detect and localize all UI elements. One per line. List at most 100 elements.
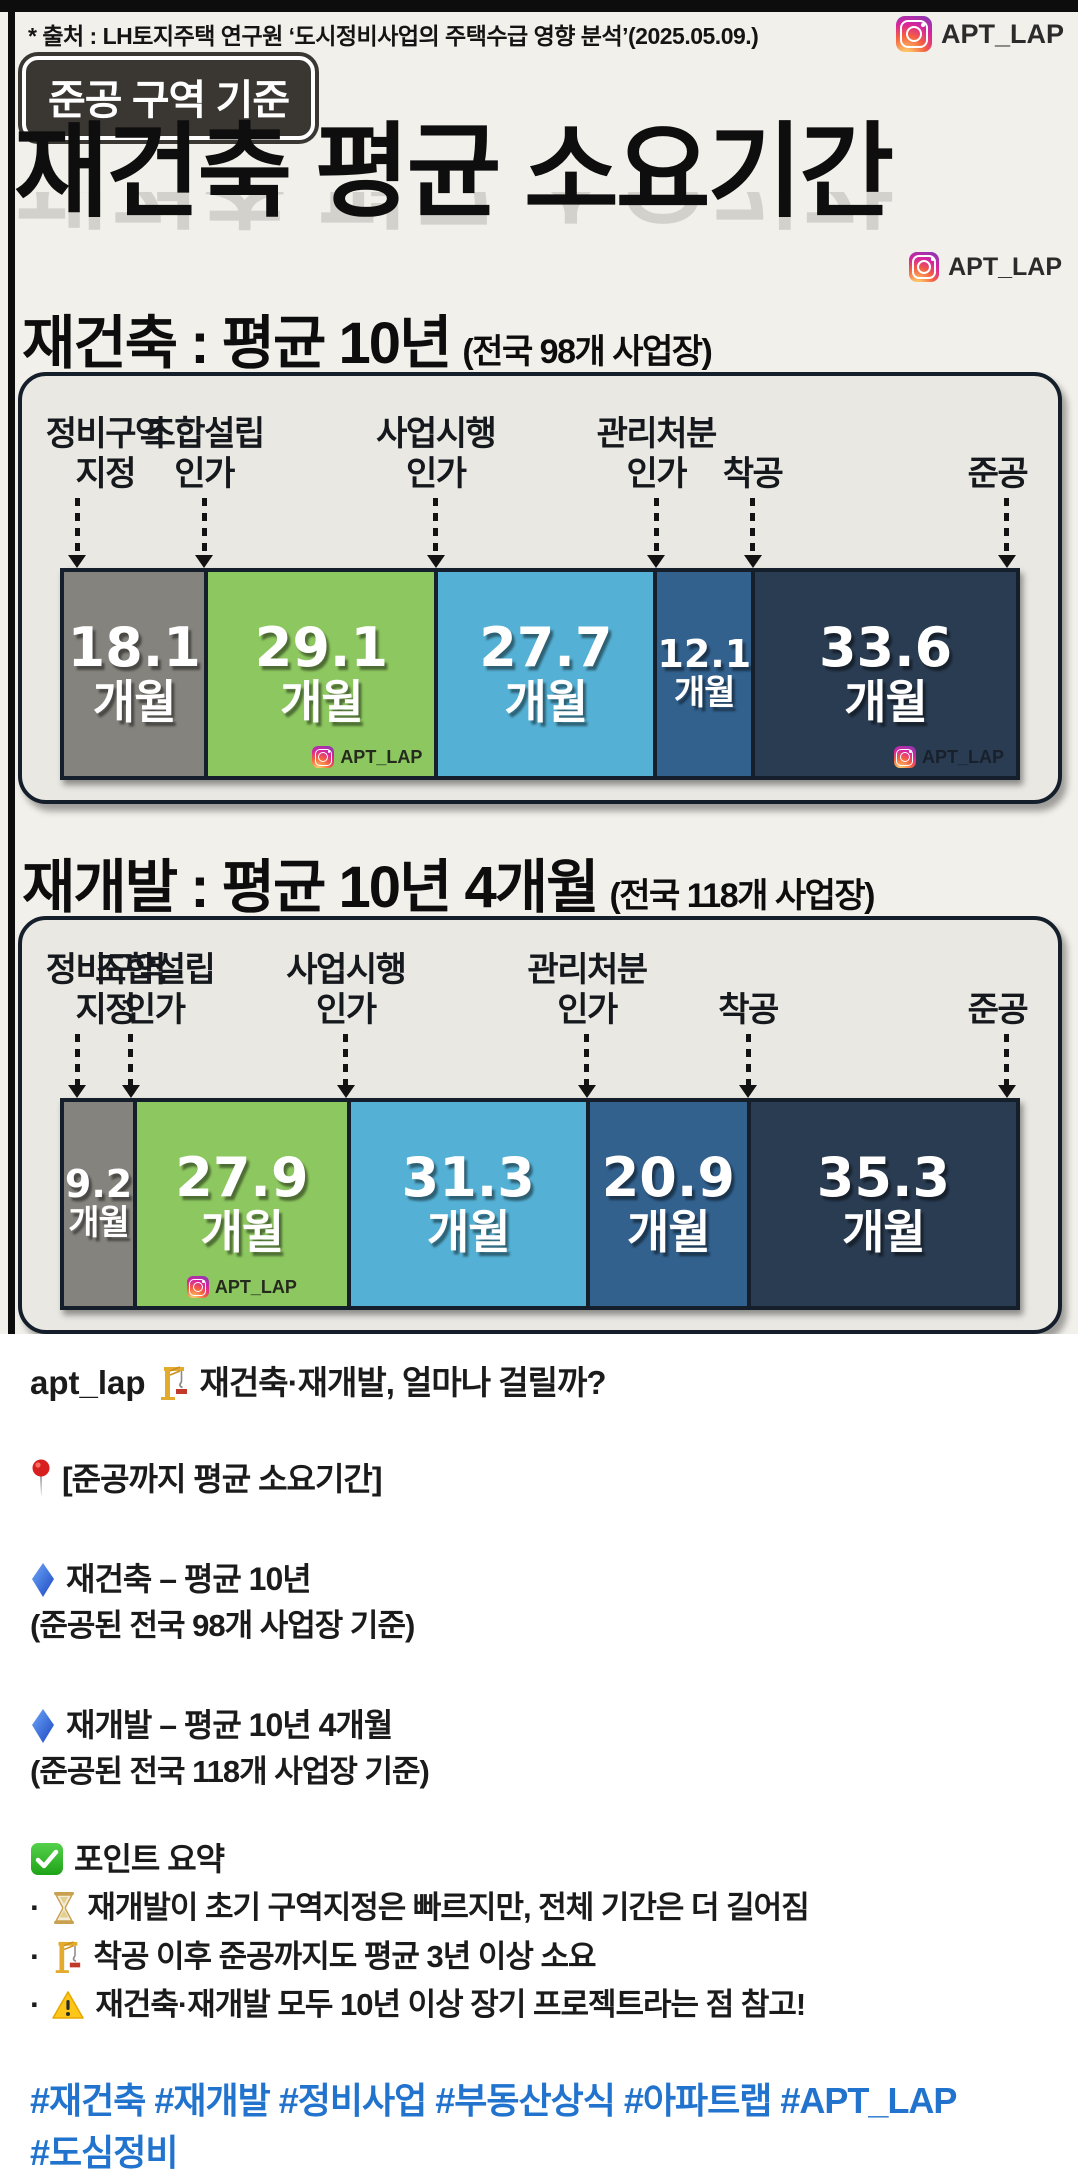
pushpin-icon [32, 1459, 50, 1497]
segment-value: 18.1 [67, 615, 201, 679]
milestone-arrow [426, 498, 445, 568]
milestone-arrow [647, 498, 666, 568]
criteria-badge: 준공 구역 기준 [22, 56, 316, 140]
caption-intro-text: 재건축·재개발, 얼마나 걸릴까? [199, 1364, 607, 1401]
milestone-arrow [997, 498, 1016, 568]
chart2-heading: 재개발 : 평균 10년 4개월 (전국 118개 사업장) [22, 840, 876, 924]
chart1-subtitle: (전국 98개 사업장) [462, 333, 713, 371]
watermark: APT_LAP [312, 746, 422, 768]
chart1-stacked-bar: 18.1 개월 29.1 개월 APT_LAP 27.7 개월 12.1 개월 33.6 개월 APT… [60, 568, 1020, 780]
milestone-arrow [743, 498, 762, 568]
chart2-panel: 정비구역 지정 조합설립 인가 사업시행 인가 관리처분 인가 착공 준공 9.2 개월 27.9 개월… [18, 916, 1062, 1334]
caption-summary-title: 포인트 요약 [30, 1839, 1050, 1881]
bar-segment: 12.1 개월 [653, 572, 752, 776]
milestone-label: 착공 [718, 990, 779, 1029]
segment-unit: 개월 [68, 1204, 130, 1243]
segment-unit: 개월 [627, 1205, 711, 1258]
criteria-badge-label: 준공 구역 기준 [48, 77, 290, 123]
milestone-label: 관리처분 인가 [596, 414, 718, 493]
bullet-dot: · [30, 1986, 40, 2022]
caption-item2-text: 재개발 – 평균 10년 4개월 [66, 1706, 393, 1743]
segment-unit: 개월 [844, 675, 928, 728]
segment-unit: 개월 [426, 1205, 511, 1258]
top-border-line [0, 0, 1078, 12]
instagram-icon [895, 16, 932, 52]
milestone-arrow [336, 1034, 355, 1098]
chart1-title: 재건축 : 평균 10년 [22, 311, 452, 376]
segment-unit: 개월 [92, 675, 177, 728]
bar-segment: 9.2 개월 [64, 1102, 134, 1306]
segment-value: 27.7 [479, 615, 613, 679]
chart2-stacked-bar: 9.2 개월 27.9 개월 APT_LAP 31.3 개월 20.9 개월 35.3 개월 [60, 1098, 1020, 1310]
instagram-icon [312, 746, 335, 768]
segment-value: 33.6 [818, 615, 953, 679]
caption-bullet2-text: 착공 이후 준공까지도 평균 3년 이상 소요 [93, 1938, 596, 1974]
caption-item2-title: 재개발 – 평균 10년 4개월 [30, 1705, 1050, 1747]
bar-segment: 27.7 개월 [434, 572, 654, 776]
segment-unit: 개월 [200, 1205, 285, 1258]
chart1-milestone-labels: 정비구역 지정 조합설립 인가 사업시행 인가 관리처분 인가 착공 준공 [46, 390, 1029, 494]
caption-pin-text: [준공까지 평균 소요기간] [62, 1461, 382, 1498]
caption-item1-text: 재건축 – 평균 10년 [66, 1560, 312, 1597]
watermark: APT_LAP [186, 1276, 297, 1298]
bullet-dot: · [30, 1890, 40, 1926]
left-border-line [8, 12, 15, 1334]
caption-handle: apt_lap [30, 1364, 146, 1401]
segment-unit: 개월 [504, 675, 589, 728]
blue-diamond-icon [32, 1562, 54, 1597]
segment-value: 29.1 [254, 615, 389, 679]
caption-pin-line: [준공까지 평균 소요기간] [30, 1459, 1050, 1501]
chart2-subtitle: (전국 118개 사업장) [609, 877, 875, 915]
check-icon [31, 1843, 63, 1876]
bar-segment: 20.9 개월 [585, 1102, 747, 1306]
chart2-milestone-labels: 정비구역 지정 조합설립 인가 사업시행 인가 관리처분 인가 착공 준공 [46, 934, 1029, 1030]
source-row: * 출처 : LH토지주택 연구원 ‘도시정비사업의 주택수급 영향 분석’(2… [28, 16, 1064, 52]
segment-unit: 개월 [280, 675, 364, 728]
bar-segment: 35.3 개월 [746, 1102, 1017, 1306]
crane-icon [160, 1366, 187, 1401]
milestone-arrow [739, 1034, 758, 1098]
bar-segment: 18.1 개월 [64, 572, 205, 776]
chart2-title: 재개발 : 평균 10년 4개월 [22, 855, 599, 920]
milestone-label: 정비구역 지정 [45, 414, 167, 493]
milestone-label: 준공 [967, 454, 1029, 493]
caption-item2-sub: (준공된 전국 118개 사업장 기준) [30, 1754, 430, 1790]
milestone-arrow [121, 1034, 140, 1098]
hashtags-line-1: #재건축 #재개발 #정비사업 #부동산상식 #아파트랩 #APT_LAP [30, 2080, 957, 2122]
segment-value: 35.3 [816, 1145, 951, 1209]
chart1-heading: 재건축 : 평균 10년 (전국 98개 사업장) [22, 296, 713, 380]
hashtags-line-2: #도심정비 [30, 2132, 179, 2174]
bar-segment: 33.6 개월 APT_LAP [751, 572, 1016, 776]
caption-bullet-3: · 재건축·재개발 모두 10년 이상 장기 프로젝트라는 점 참고! [30, 1985, 1050, 2025]
header-instagram-badge: APT_LAP [895, 16, 1064, 52]
milestone-label: 관리처분 인가 [527, 950, 648, 1029]
infographic-area: * 출처 : LH토지주택 연구원 ‘도시정비사업의 주택수급 영향 분석’(2… [0, 0, 1078, 1334]
milestone-arrow [195, 498, 214, 568]
milestone-label: 착공 [722, 454, 784, 493]
segment-unit: 개월 [673, 674, 736, 713]
segment-value: 31.3 [401, 1145, 535, 1209]
source-text: * 출처 : LH토지주택 연구원 ‘도시정비사업의 주택수급 영향 분석’(2… [28, 23, 759, 49]
caption-area: apt_lap 재건축·재개발, 얼마나 걸릴까? [준공까지 평균 소요기간] [0, 1334, 1078, 2173]
hourglass-icon [54, 1892, 75, 1925]
milestone-label: 준공 [967, 990, 1029, 1029]
instagram-icon [186, 1276, 209, 1298]
instagram-icon [909, 252, 940, 282]
caption-bullet-2: · 착공 이후 준공까지도 평균 3년 이상 소요 [30, 1937, 1050, 1977]
milestone-label: 조합설립 인가 [95, 950, 216, 1029]
chart1-panel: 정비구역 지정 조합설립 인가 사업시행 인가 관리처분 인가 착공 준공 18.1 개월 29.1 개… [18, 372, 1062, 804]
instagram-handle: APT_LAP [940, 18, 1064, 49]
milestone-arrow [997, 1034, 1016, 1098]
page-title: 재건축 평균 소요기간 [14, 114, 894, 229]
caption-bullet-1: · 재개발이 초기 구역지정은 빠르지만, 전체 기간은 더 길어짐 [30, 1888, 1050, 1928]
caption-intro-line: apt_lap 재건축·재개발, 얼마나 걸릴까? [30, 1362, 1050, 1405]
chart2-milestone-arrows [60, 1030, 1020, 1098]
watermark: APT_LAP [893, 746, 1004, 768]
bar-segment: 29.1 개월 APT_LAP [204, 572, 435, 776]
instagram-handle: APT_LAP [948, 252, 1062, 281]
milestone-arrow [577, 1034, 596, 1098]
caption-bullet1-text: 재개발이 초기 구역지정은 빠르지만, 전체 기간은 더 길어짐 [87, 1890, 809, 1926]
chart1-milestone-arrows [60, 494, 1020, 568]
bullet-dot: · [30, 1938, 40, 1974]
